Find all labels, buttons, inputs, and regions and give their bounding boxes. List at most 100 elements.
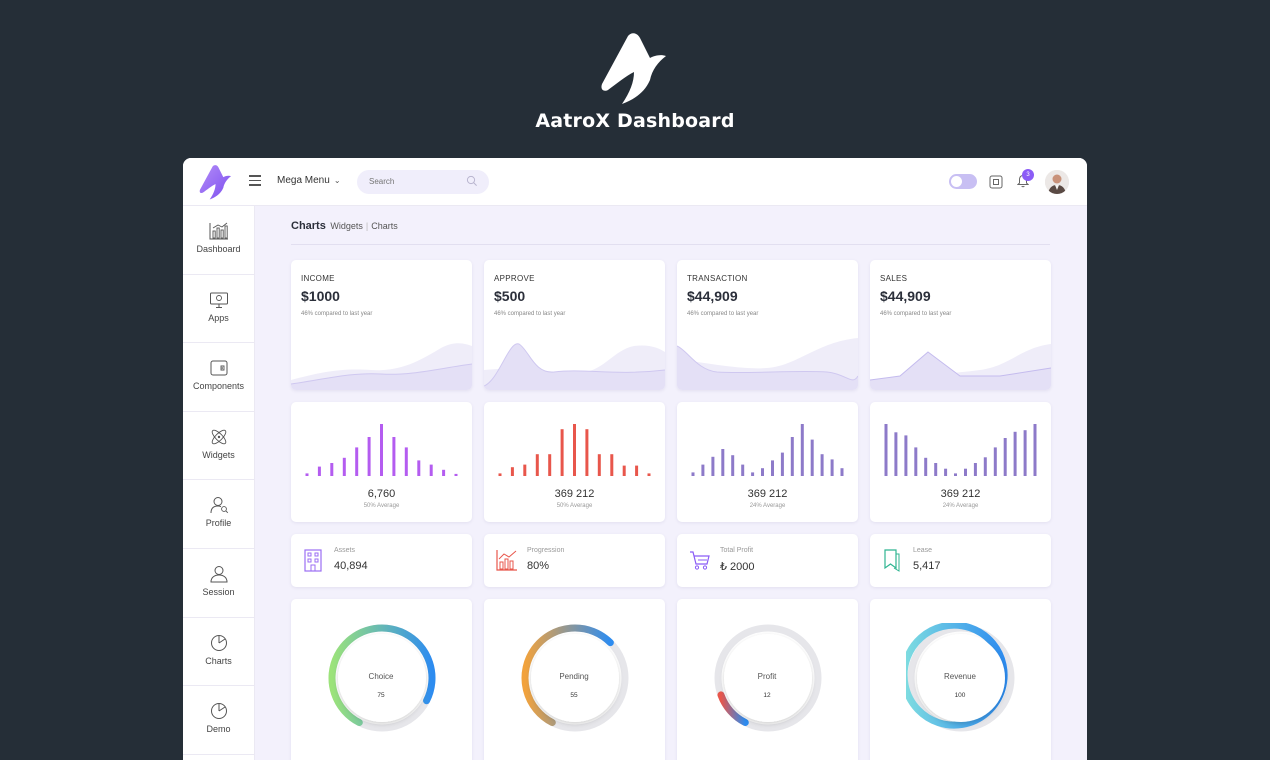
sidebar-item-label: Session [202, 586, 235, 597]
bar [983, 457, 987, 476]
bar-card-subtext: 50% Average [556, 503, 593, 509]
bar [731, 455, 735, 476]
radial-gauge [328, 624, 436, 732]
bar-chart [884, 424, 1037, 476]
mega-menu-dropdown[interactable]: Mega Menu ⌄ [277, 175, 341, 186]
bar [993, 447, 997, 476]
bar-card-subtext: 50% Average [363, 503, 400, 509]
info-card-value: 40,894 [334, 560, 368, 572]
search-input[interactable] [369, 177, 459, 186]
sidebar-item-label: Widgets [202, 449, 235, 460]
monitor-icon [209, 292, 228, 308]
bar [780, 452, 784, 476]
gauge-progress-arc [328, 624, 436, 727]
bar-card-subtext: 24% Average [942, 503, 979, 509]
pie-chart-icon [210, 703, 227, 720]
pie-chart-icon [210, 634, 227, 651]
bar [498, 473, 502, 476]
bar [342, 457, 346, 476]
divider [291, 244, 1050, 245]
app-logo[interactable] [199, 164, 233, 205]
bar [954, 473, 957, 476]
bar [454, 473, 458, 476]
sidebar-item-label: Components [192, 381, 245, 392]
stat-card-approve: APPROVE $500 46% compared to last year [484, 260, 665, 390]
wallet-icon [210, 360, 227, 376]
sidebar-item-label: Demo [206, 724, 231, 735]
avatar[interactable] [1045, 170, 1069, 194]
bar-chart-icon [209, 222, 228, 240]
sidebar-item-dashboard[interactable]: Dashboard [183, 206, 254, 275]
info-card-value: 5,417 [913, 560, 941, 572]
search-icon[interactable] [466, 175, 478, 187]
bar-card: 369 212 24% Average [677, 402, 858, 522]
bar [771, 460, 774, 476]
bar-card: 369 212 24% Average [870, 402, 1051, 522]
bar-card: 369 212 50% Average [484, 402, 665, 522]
sidebar-item-charts[interactable]: Charts [183, 618, 254, 687]
gauge-card-revenue: Revenue 100 [870, 599, 1051, 760]
bar [610, 454, 614, 476]
sidebar-item-profile[interactable]: Profile [183, 480, 254, 549]
user-photo [1045, 170, 1069, 194]
gauge-label: Pending [559, 672, 589, 681]
bar [535, 454, 539, 476]
atom-icon [211, 429, 226, 445]
bar [884, 424, 888, 476]
hamburger-icon[interactable] [249, 175, 261, 187]
gauge-value: 75 [377, 692, 385, 699]
theme-toggle[interactable] [949, 174, 977, 189]
bar [367, 437, 371, 476]
bar [442, 469, 446, 476]
stat-card-sales: SALES $44,909 46% compared to last year [870, 260, 1051, 390]
bar [392, 437, 396, 476]
sidebar-item-components[interactable]: Components [183, 343, 254, 412]
bar [330, 463, 334, 476]
dashboard-window: Mega Menu⌄ 3 [183, 158, 1087, 760]
sidebar-item-demo[interactable]: Demo [183, 686, 254, 755]
bar-chart [498, 424, 651, 476]
info-card-label: Assets [334, 547, 356, 554]
sidebar-item-widgets[interactable]: Widgets [183, 412, 254, 481]
bar [914, 447, 918, 476]
brand-title: AatroX Dashboard [535, 110, 735, 132]
stat-subtext: 46% compared to last year [687, 311, 759, 317]
sidebar-item-session[interactable]: Session [183, 549, 254, 618]
bar [429, 464, 433, 476]
stat-card-income: INCOME $1000 46% compared to last year [291, 260, 472, 390]
gauge-label: Revenue [943, 672, 977, 681]
radial-gauge [906, 623, 1015, 732]
bar [597, 454, 601, 476]
bar [934, 463, 938, 476]
bar [305, 473, 309, 476]
radial-gauge [714, 624, 822, 732]
info-card-total-profit: Total Profit ₺ 2000 [677, 534, 858, 587]
bar [355, 447, 359, 476]
bar [820, 454, 824, 476]
sidebar-item-apps[interactable]: Apps [183, 275, 254, 344]
bar [691, 472, 695, 476]
stat-value: $44,909 [880, 288, 931, 304]
bar [404, 447, 408, 476]
bar [380, 424, 383, 476]
main-content: Charts Widgets | Charts INCOME $1000 46% c… [255, 206, 1087, 760]
bar [944, 468, 948, 476]
bar [417, 460, 421, 476]
bar [622, 465, 626, 476]
bar [701, 464, 705, 476]
bar [711, 456, 715, 476]
breadcrumb-link-widgets[interactable]: Widgets [330, 221, 363, 231]
radial-gauge [521, 624, 629, 732]
sidebar-item-label: Profile [205, 518, 232, 529]
gauge-card-choice: Choice 75 [291, 599, 472, 760]
fullscreen-icon[interactable] [989, 175, 1003, 189]
info-card-assets: Assets 40,894 [291, 534, 472, 587]
top-bar: Mega Menu⌄ 3 [183, 158, 1087, 206]
gauge-inner [338, 634, 426, 722]
gauge-card-pending: Pending 55 [484, 599, 665, 760]
stat-subtext: 46% compared to last year [880, 311, 952, 317]
stat-value: $44,909 [687, 288, 738, 304]
toggle-knob [951, 176, 962, 187]
bar [647, 473, 651, 476]
gauge-value: 55 [570, 692, 578, 699]
